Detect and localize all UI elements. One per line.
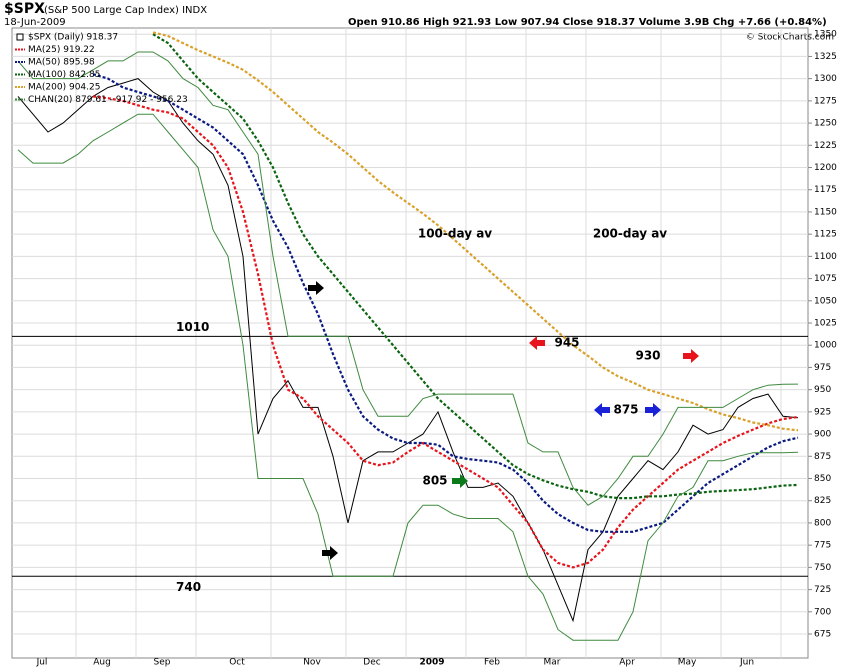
legend-label: MA(100) 842.85 <box>28 70 100 80</box>
y-tick-label: 700 <box>814 607 831 617</box>
y-tick-label: 1275 <box>814 96 837 106</box>
y-tick-label: 875 <box>814 452 831 462</box>
credit: © StockCharts.com <box>746 33 834 43</box>
channel-line <box>17 113 799 641</box>
y-tick-label: 1175 <box>814 185 837 195</box>
reference-label: 1010 <box>176 320 209 334</box>
legend-swatch <box>16 33 24 41</box>
annotation: 100-day av <box>418 227 492 241</box>
y-tick-label: 1350 <box>814 30 837 40</box>
y-tick-label: 1050 <box>814 296 837 306</box>
y-tick-label: 1200 <box>814 163 837 173</box>
chart-subtitle: (S&P 500 Large Cap Index) INDX <box>44 5 207 16</box>
y-tick-label: 1300 <box>814 74 837 84</box>
plot-frame <box>11 27 809 659</box>
y-tick-label: 1250 <box>814 119 837 129</box>
x-tick-label: Jul <box>36 658 48 668</box>
x-tick-label: Mar <box>544 658 561 668</box>
y-tick-label: 1000 <box>814 341 837 351</box>
reference-label: 740 <box>176 580 201 594</box>
moving-average <box>92 95 799 569</box>
y-tick-label: 1150 <box>814 207 837 217</box>
legend-label: MA(25) 919.22 <box>28 45 95 55</box>
y-tick-label: 975 <box>814 363 831 373</box>
y-tick-label: 750 <box>814 563 831 573</box>
moving-average <box>92 73 799 533</box>
x-tick-label: Nov <box>303 658 321 668</box>
arrow <box>529 336 545 350</box>
x-tick-label: Oct <box>229 658 245 668</box>
y-tick-label: 1075 <box>814 274 837 284</box>
y-tick-label: 675 <box>814 630 831 640</box>
date: 18-Jun-2009 <box>4 17 66 28</box>
x-tick-label: Sep <box>154 658 171 668</box>
quote: Open 910.86 High 921.93 Low 907.94 Close… <box>348 17 827 28</box>
arrow <box>322 546 338 560</box>
chart-title: $SPX <box>4 1 45 17</box>
channel-line <box>17 51 799 506</box>
legend-label: MA(200) 904.25 <box>28 83 100 93</box>
x-tick-label: Feb <box>484 658 500 668</box>
legend-label: CHAN(20) 879.61 - 917.92 - 956.23 <box>28 95 188 105</box>
y-tick-label: 1025 <box>814 319 837 329</box>
x-tick-label: Jun <box>739 658 754 668</box>
annotation: 930 <box>635 349 660 363</box>
y-tick-label: 1125 <box>814 230 837 240</box>
arrow <box>452 474 468 488</box>
x-tick-label: Aug <box>93 658 111 668</box>
arrow <box>645 403 661 417</box>
arrow <box>308 281 324 295</box>
y-tick-label: 800 <box>814 518 831 528</box>
y-tick-label: 1325 <box>814 52 837 62</box>
y-tick-label: 1225 <box>814 141 837 151</box>
legend-label: $SPX (Daily) 918.37 <box>28 33 118 43</box>
y-tick-label: 950 <box>814 385 831 395</box>
y-tick-label: 725 <box>814 585 831 595</box>
x-tick-label: May <box>678 658 697 668</box>
y-tick-label: 900 <box>814 430 831 440</box>
x-tick-label: Apr <box>619 658 635 668</box>
x-tick-label: 2009 <box>419 658 444 668</box>
y-tick-label: 1100 <box>814 252 837 262</box>
moving-average <box>152 31 799 432</box>
annotation: 875 <box>613 403 638 417</box>
moving-average <box>152 33 799 500</box>
annotation: 945 <box>554 336 579 350</box>
annotation: 200-day av <box>593 227 667 241</box>
y-tick-label: 850 <box>814 474 831 484</box>
x-tick-label: Dec <box>363 658 380 668</box>
arrow <box>683 349 699 363</box>
price-line <box>17 78 799 623</box>
y-tick-label: 925 <box>814 407 831 417</box>
annotation: 805 <box>422 474 447 488</box>
y-tick-label: 825 <box>814 496 831 506</box>
y-tick-label: 775 <box>814 541 831 551</box>
legend-label: MA(50) 895.98 <box>28 58 95 68</box>
arrow <box>594 403 610 417</box>
